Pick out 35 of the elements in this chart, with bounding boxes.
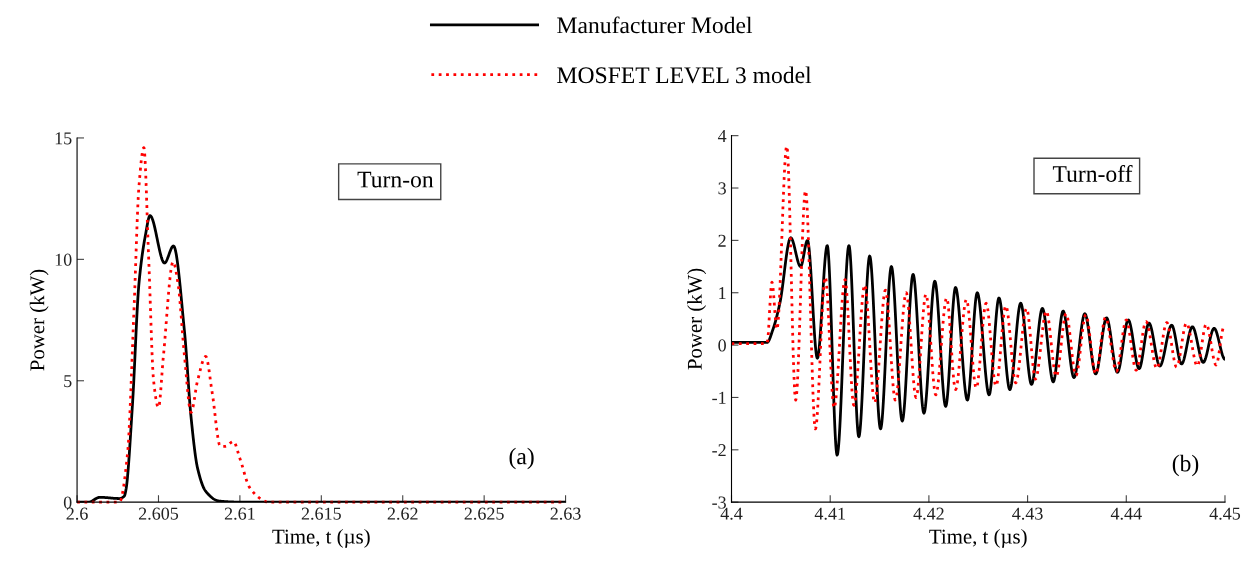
annotation: Turn-on <box>357 171 434 188</box>
x-tick-label: 4.43 <box>1012 507 1043 520</box>
y-tick-label: 1 <box>719 287 726 299</box>
x-tick-label: 2.615 <box>301 507 341 520</box>
x-tick-label: 2.62 <box>387 507 418 520</box>
annotation: (b) <box>1172 454 1199 477</box>
y-tick-label: -1 <box>712 391 726 404</box>
x-axis-title: Time, t (µs) <box>929 528 1027 548</box>
y-axis-title: Power (kW) <box>687 268 707 370</box>
y-tick-label: 2 <box>718 234 726 247</box>
x-tick-label: 4.44 <box>1110 507 1142 520</box>
x-tick-label: 4.42 <box>913 507 944 520</box>
x-tick-label: 2.6 <box>66 507 88 520</box>
y-tick-label: 3 <box>718 182 726 195</box>
y-tick-label: 0 <box>63 496 72 509</box>
legend-label: Manufacturer Model <box>557 16 753 34</box>
y-tick-label: 10 <box>55 253 72 266</box>
y-tick-label: -3 <box>712 496 726 509</box>
x-tick-label: 4.41 <box>814 507 845 520</box>
y-tick-label: 4 <box>717 130 727 142</box>
legend-label: MOSFET LEVEL 3 model <box>557 66 812 84</box>
x-axis-title: Time, t (µs) <box>272 528 370 548</box>
x-tick-label: 2.63 <box>550 507 581 520</box>
y-tick-label: 15 <box>55 132 72 145</box>
x-tick-label: 2.61 <box>224 507 255 520</box>
x-tick-label: 2.625 <box>464 507 504 520</box>
x-tick-label: 2.605 <box>138 507 179 520</box>
y-axis-title: Power (kW) <box>29 269 49 371</box>
x-tick-label: 4.45 <box>1209 507 1241 520</box>
annotation: Turn-off <box>1052 165 1133 182</box>
x-tick-label: 4.4 <box>720 507 743 520</box>
y-tick-label: -2 <box>712 444 726 457</box>
y-tick-label: 0 <box>718 339 726 352</box>
y-tick-label: 5 <box>64 375 72 388</box>
annotation: (a) <box>509 447 534 470</box>
